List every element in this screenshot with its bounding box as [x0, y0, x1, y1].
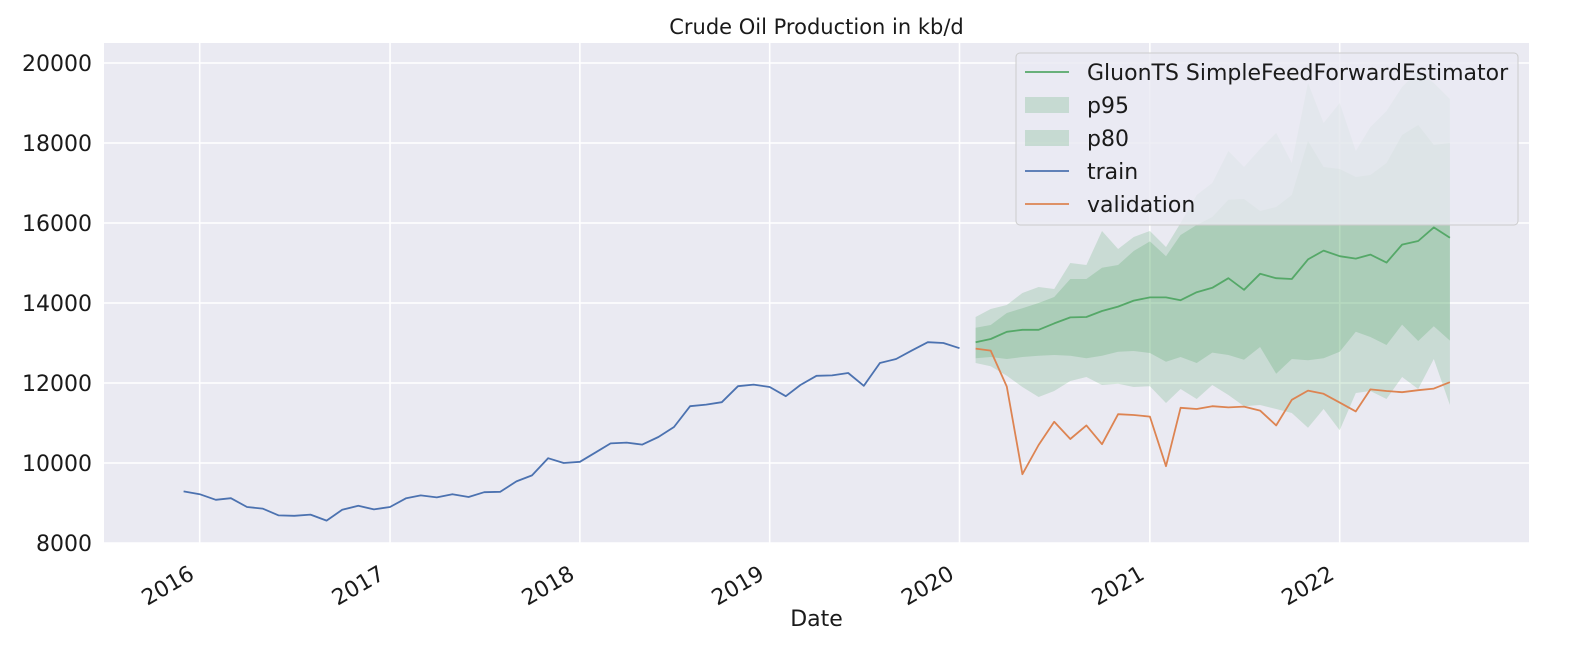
- legend-swatch-p80: [1025, 130, 1069, 146]
- y-tick-label: 16000: [22, 212, 92, 237]
- legend-label-p80: p80: [1087, 127, 1129, 152]
- x-tick-label: 2019: [708, 562, 769, 612]
- x-tick-label: 2021: [1088, 562, 1149, 612]
- legend-label-validation: validation: [1087, 193, 1195, 218]
- y-tick-label: 18000: [22, 132, 92, 157]
- legend: GluonTS SimpleFeedForwardEstimator p95 p80…: [1015, 52, 1519, 226]
- y-tick-label: 8000: [36, 532, 92, 557]
- x-tick-label: 2016: [138, 562, 199, 612]
- x-axis-label: Date: [790, 607, 843, 632]
- legend-label-train: train: [1087, 160, 1138, 185]
- x-tick-label: 2018: [518, 562, 579, 612]
- chart-title: Crude Oil Production in kb/d: [669, 15, 964, 39]
- legend-label-gluonts-simplefeedforwardestimator: GluonTS SimpleFeedForwardEstimator: [1087, 61, 1509, 86]
- series-line-gluonts-simplefeedforwardestimator: [975, 226, 1451, 344]
- line-layer: [183, 226, 1451, 522]
- legend-label-p95: p95: [1087, 94, 1129, 119]
- y-tick-label: 10000: [22, 452, 92, 477]
- legend-box: [1015, 52, 1519, 226]
- y-tick-label: 14000: [22, 292, 92, 317]
- x-tick-label: 2022: [1278, 562, 1339, 612]
- x-tick-label: 2017: [328, 562, 389, 612]
- legend-items: GluonTS SimpleFeedForwardEstimator p95 p80…: [1025, 61, 1509, 218]
- y-tick-label: 20000: [22, 52, 92, 77]
- x-tick-label: 2020: [898, 562, 959, 612]
- y-tick-label: 12000: [22, 372, 92, 397]
- series-line-train: [183, 341, 960, 522]
- series-line-validation: [975, 347, 1451, 476]
- legend-swatch-p95: [1025, 97, 1069, 113]
